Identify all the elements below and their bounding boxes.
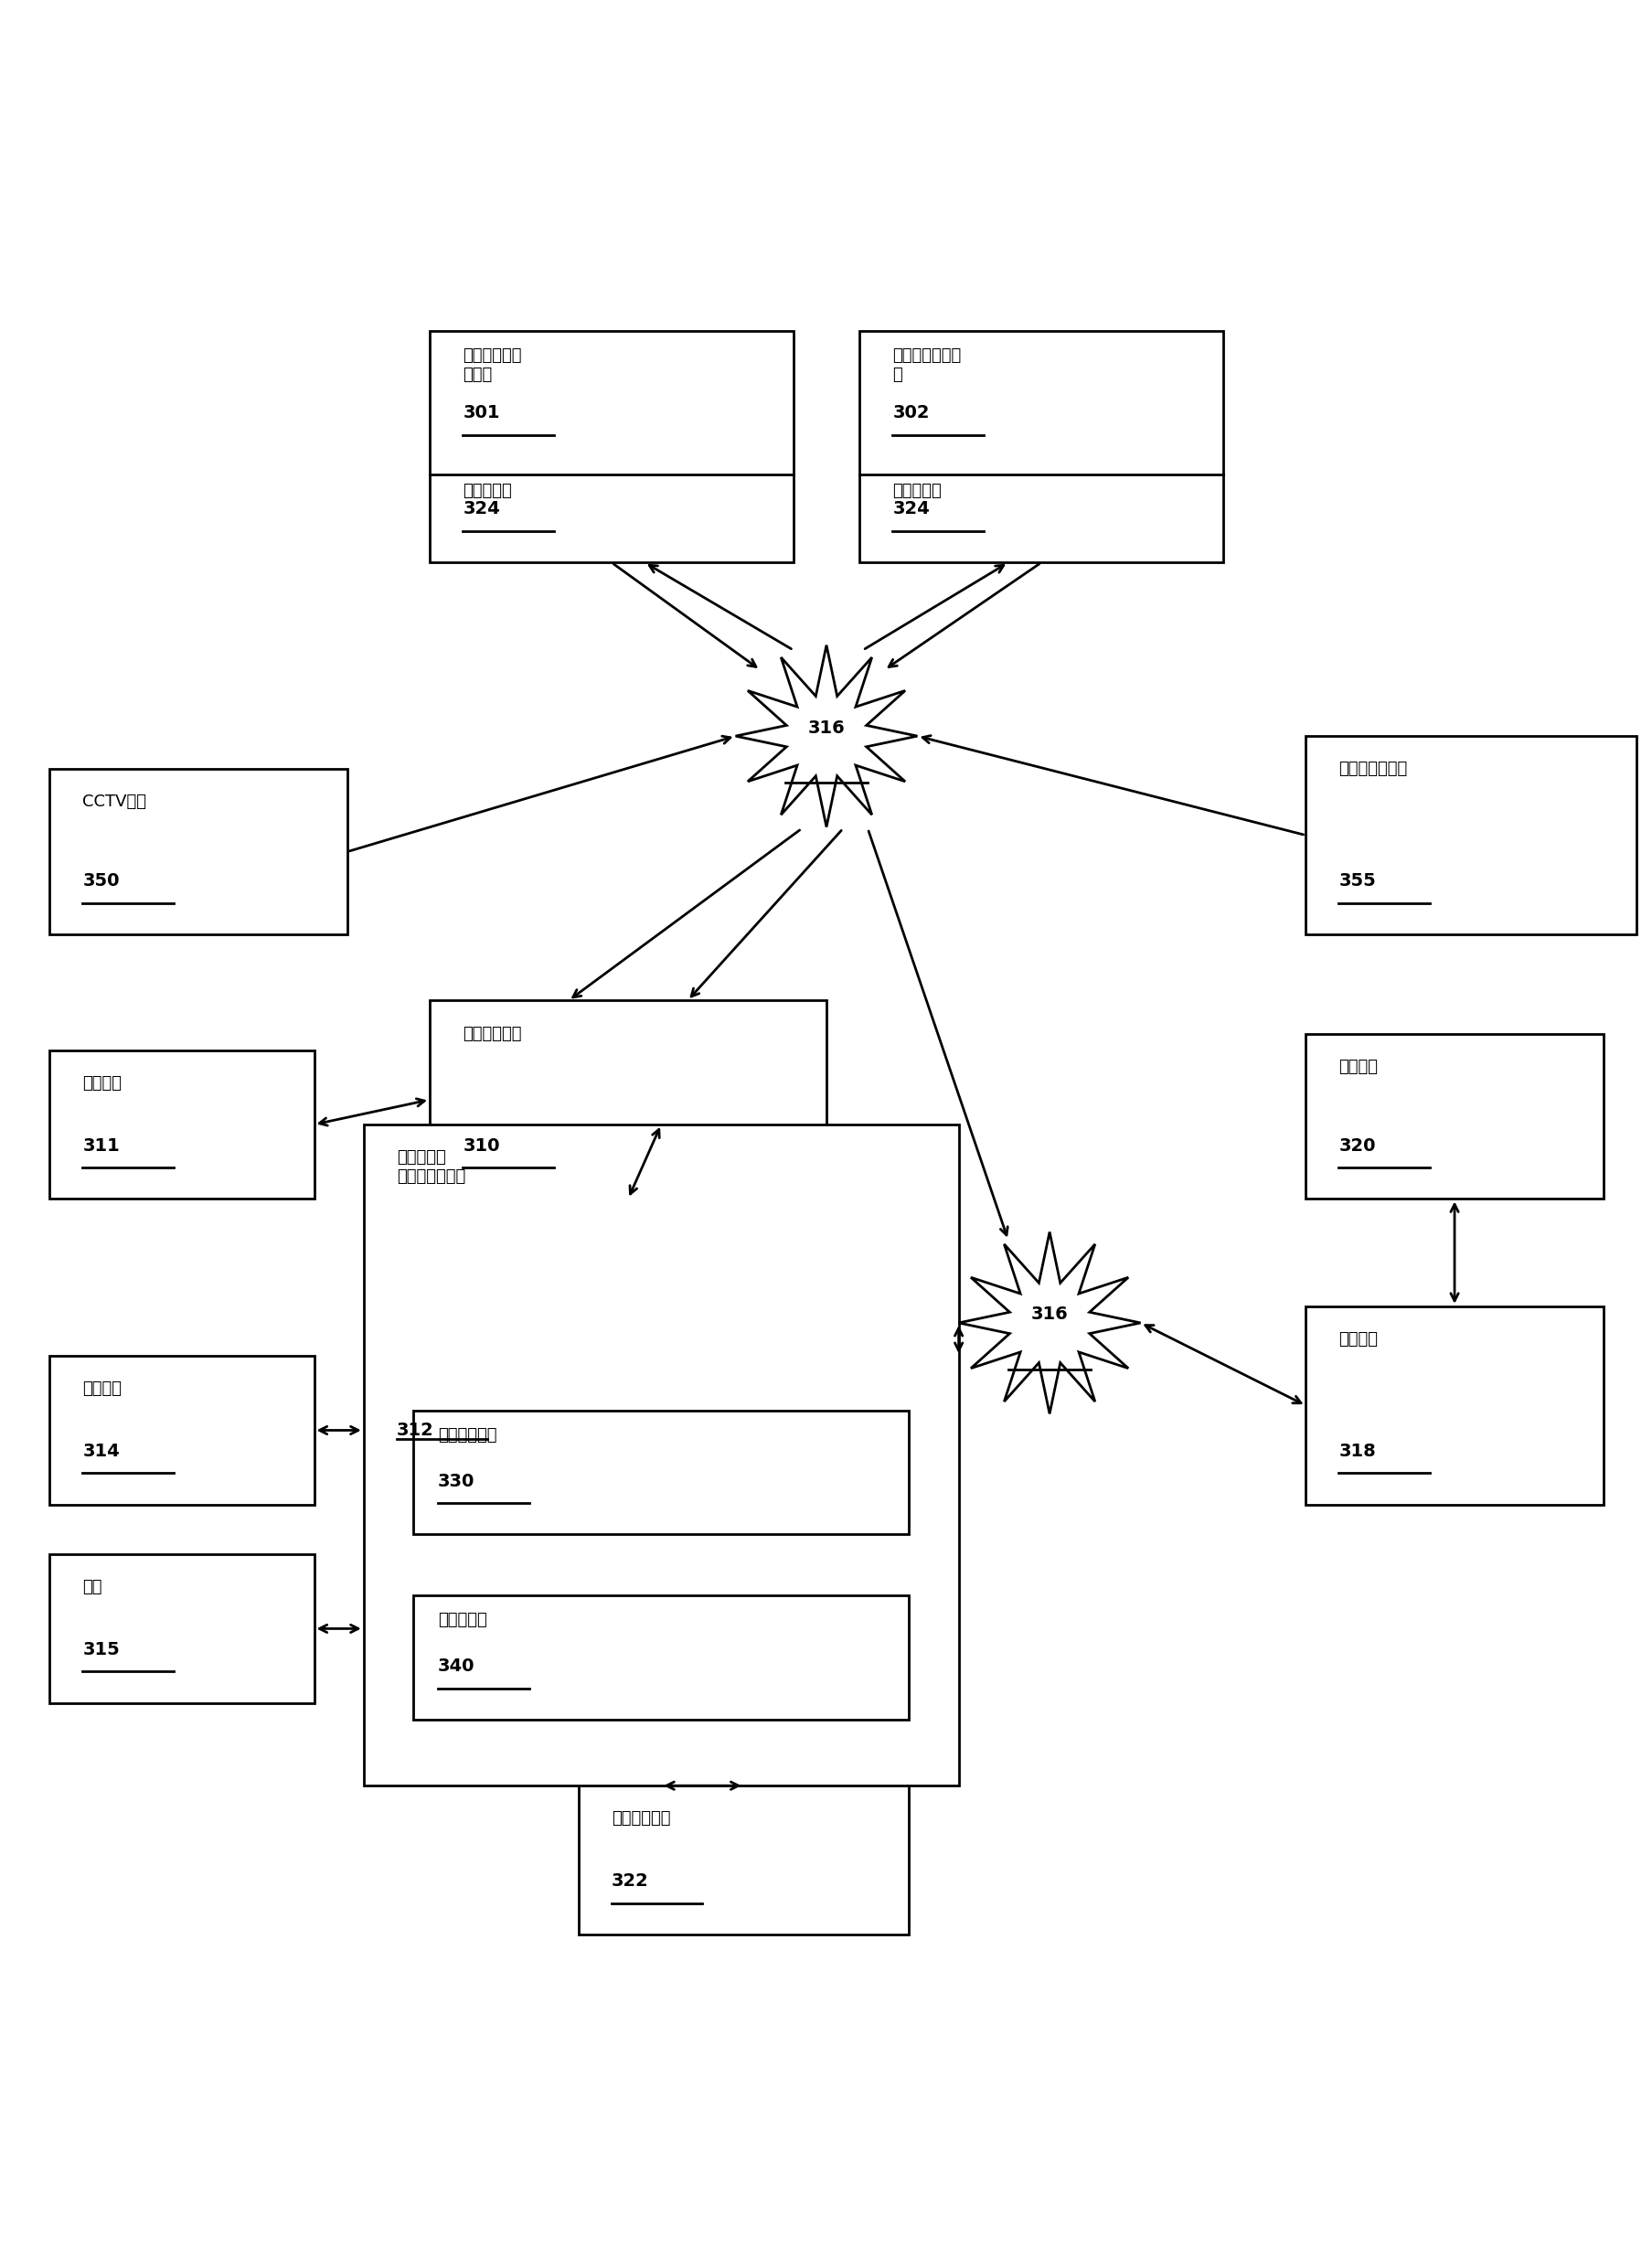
Text: 多通道分析器: 多通道分析器 [438, 1426, 497, 1444]
Text: 集装箱追踪系统: 集装箱追踪系统 [1338, 760, 1408, 778]
Text: 次级放射验证设
置: 次级放射验证设 置 [892, 349, 961, 382]
Text: 301: 301 [463, 405, 499, 421]
Text: 数据收集系统: 数据收集系统 [463, 1026, 522, 1041]
Polygon shape [735, 645, 917, 828]
Text: 330: 330 [438, 1473, 474, 1489]
Text: 平压机放射验
证设置: 平压机放射验 证设置 [463, 349, 522, 382]
Text: 本地控制器
分析和监视系统: 本地控制器 分析和监视系统 [396, 1149, 466, 1185]
Text: 用户界面: 用户界面 [83, 1381, 122, 1397]
Text: 314: 314 [83, 1442, 121, 1460]
FancyBboxPatch shape [1305, 1307, 1602, 1505]
FancyBboxPatch shape [578, 1786, 909, 1934]
Text: 322: 322 [611, 1873, 649, 1889]
Text: 324: 324 [463, 502, 501, 517]
FancyBboxPatch shape [413, 1595, 909, 1720]
Text: 传感器接口: 传感器接口 [463, 484, 512, 499]
FancyBboxPatch shape [50, 1356, 314, 1505]
Text: 316: 316 [808, 720, 844, 735]
FancyBboxPatch shape [50, 1554, 314, 1702]
FancyBboxPatch shape [1305, 735, 1635, 933]
Text: 320: 320 [1338, 1138, 1374, 1154]
Text: CCTV系统: CCTV系统 [83, 794, 147, 810]
FancyBboxPatch shape [430, 1001, 826, 1199]
Text: 用户界面: 用户界面 [1338, 1059, 1378, 1075]
Text: 350: 350 [83, 873, 119, 891]
Text: 数据存储: 数据存储 [83, 1075, 122, 1091]
FancyBboxPatch shape [413, 1410, 909, 1534]
FancyBboxPatch shape [859, 331, 1222, 562]
Text: 316: 316 [1031, 1307, 1067, 1322]
Text: 传感器接口: 传感器接口 [892, 484, 942, 499]
Text: 340: 340 [438, 1658, 474, 1676]
Text: 310: 310 [463, 1138, 499, 1154]
Text: 光谱分析器: 光谱分析器 [438, 1613, 487, 1628]
Text: 311: 311 [83, 1138, 121, 1154]
Polygon shape [958, 1232, 1140, 1415]
Text: 302: 302 [892, 405, 928, 421]
FancyBboxPatch shape [430, 331, 793, 562]
FancyBboxPatch shape [1305, 1035, 1602, 1199]
Text: 318: 318 [1338, 1442, 1376, 1460]
Text: 315: 315 [83, 1642, 121, 1658]
Text: 312: 312 [396, 1421, 434, 1439]
Text: 324: 324 [892, 502, 930, 517]
Text: 同位素数据库: 同位素数据库 [611, 1810, 671, 1826]
Text: 货单: 货单 [83, 1579, 102, 1595]
FancyBboxPatch shape [50, 1050, 314, 1199]
Text: 355: 355 [1338, 873, 1376, 891]
Text: 远程监视: 远程监视 [1338, 1331, 1378, 1347]
FancyBboxPatch shape [50, 769, 347, 933]
FancyBboxPatch shape [363, 1124, 958, 1786]
